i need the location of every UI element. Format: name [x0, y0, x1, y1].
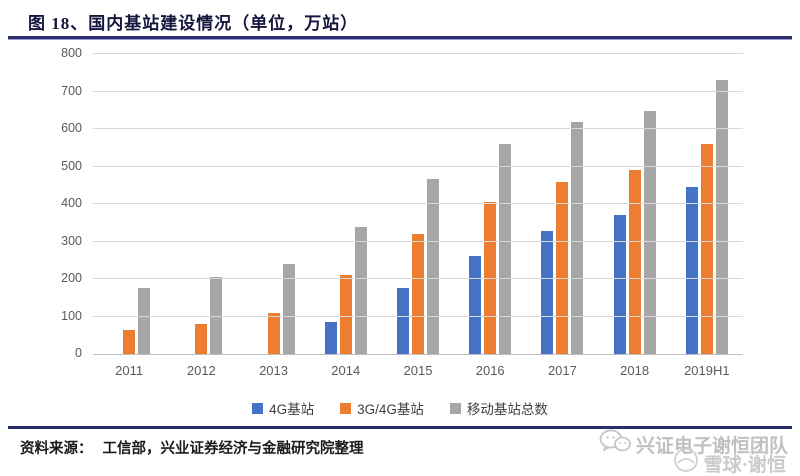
- x-axis-tick-label: 2013: [259, 363, 288, 378]
- bar-group: [599, 54, 671, 354]
- source-note: 资料来源： 工信部，兴业证券经济与金融研究院整理: [20, 437, 364, 458]
- legend: 4G基站 3G/4G基站 移动基站总数: [0, 398, 800, 418]
- bar-3g4g: [628, 170, 641, 354]
- y-axis-tick-label: 600: [61, 121, 82, 135]
- footer-divider: [8, 426, 792, 429]
- legend-swatch: [340, 402, 352, 414]
- title-divider: [8, 36, 792, 39]
- bar-3g4g: [195, 323, 208, 354]
- bar-total: [715, 79, 728, 354]
- bar-group: [382, 54, 454, 354]
- legend-label: 4G基站: [269, 402, 315, 417]
- y-axis-tick-label: 200: [61, 271, 82, 285]
- bar-3g4g: [411, 234, 424, 354]
- legend-label: 移动基站总数: [466, 402, 548, 417]
- gridline: [93, 165, 743, 167]
- bar-group: [165, 54, 237, 354]
- x-axis-tick-label: 2019H1: [684, 363, 730, 378]
- bar-total: [499, 144, 512, 354]
- legend-item: 移动基站总数: [449, 398, 548, 418]
- x-axis-tick-label: 2018: [620, 363, 650, 378]
- x-axis-tick-label: 2017: [547, 363, 577, 378]
- y-axis-tick-label: 400: [61, 196, 82, 210]
- bar-4g: [613, 214, 626, 354]
- wechat-icon: [599, 429, 631, 459]
- bar-total: [282, 263, 295, 354]
- legend-label: 3G/4G基站: [357, 402, 424, 417]
- gridline: [93, 240, 743, 242]
- y-axis-tick-label: 0: [75, 346, 82, 360]
- bar-group: [671, 54, 743, 354]
- bar-group: [93, 54, 165, 354]
- source-text: 工信部，兴业证券经济与金融研究院整理: [102, 441, 364, 457]
- figure-title: 图 18、国内基站建设情况（单位，万站）: [28, 14, 359, 33]
- gridline: [93, 315, 743, 317]
- bar-3g4g: [339, 274, 352, 354]
- bar-4g: [396, 287, 409, 354]
- y-axis-tick-label: 800: [61, 46, 82, 60]
- snowball-icon: [673, 447, 699, 476]
- x-axis-tick-label: 2012: [186, 363, 216, 378]
- bar-group: [237, 54, 309, 354]
- watermark-team: 兴证电子谢恒团队: [599, 429, 788, 459]
- bar-3g4g: [267, 312, 280, 354]
- watermark-xueqiu: 雪球·谢恒: [673, 447, 786, 476]
- legend-item: 4G基站: [252, 398, 314, 418]
- bar-total: [643, 111, 656, 354]
- legend-item: 3G/4G基站: [340, 398, 424, 418]
- bar-total: [426, 179, 439, 354]
- source-label: 资料来源：: [20, 441, 93, 457]
- bar-total: [571, 121, 584, 354]
- y-axis-tick-label: 700: [61, 83, 82, 98]
- y-axis-tick-label: 500: [61, 158, 82, 173]
- gridline: [93, 53, 743, 54]
- bars-container: [93, 54, 743, 354]
- gridline: [93, 128, 743, 129]
- bar-3g4g: [123, 330, 136, 354]
- x-axis-tick-label: 2015: [403, 363, 433, 378]
- bar-4g: [685, 187, 698, 354]
- watermark-team-text: 兴证电子谢恒团队: [635, 435, 788, 457]
- gridline: [93, 278, 743, 279]
- bar-group: [310, 54, 382, 354]
- x-axis-tick-label: 2016: [475, 363, 505, 378]
- x-axis-tick-label: 2011: [115, 363, 144, 378]
- bar-4g: [541, 231, 554, 354]
- x-axis: 2011 2012 2013 2014 2015 2016 2017 2018 2019H1: [93, 363, 743, 378]
- bar-group: [526, 54, 598, 354]
- plot-area: [93, 53, 743, 355]
- gridline: [93, 203, 743, 204]
- bar-total: [138, 288, 151, 354]
- bar-4g: [469, 255, 482, 354]
- bar-chart: 2011 2012 2013 2014 2015 2016 2017 2018 2019H1 4…: [61, 46, 743, 417]
- bar-total: [354, 226, 367, 354]
- legend-swatch: [449, 402, 461, 414]
- y-axis-tick-label: 100: [61, 308, 82, 323]
- gridline: [93, 90, 743, 92]
- bar-3g4g: [556, 181, 569, 354]
- bar-group: [454, 54, 526, 354]
- watermark-xueqiu-text: 雪球·谢恒: [703, 454, 786, 476]
- bar-3g4g: [700, 144, 713, 354]
- y-axis-tick-label: 300: [61, 233, 82, 248]
- legend-swatch: [252, 402, 264, 414]
- bar-4g: [324, 322, 337, 354]
- x-axis-tick-label: 2014: [331, 363, 361, 378]
